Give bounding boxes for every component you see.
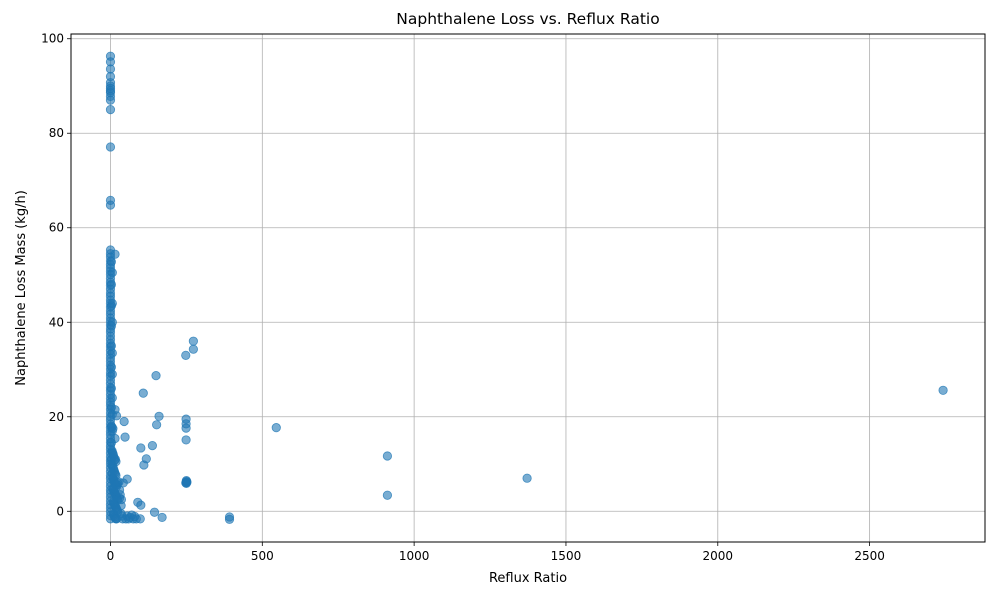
- y-axis-title: Naphthalene Loss Mass (kg/h): [14, 190, 29, 386]
- axis-ticks: 0 500 1000 1500 2000 2500 0 20 40 60 80 100: [41, 32, 885, 563]
- data-point: [108, 423, 118, 434]
- plot-frame: [70, 33, 986, 543]
- data-points: [105, 51, 948, 524]
- data-point: [141, 454, 151, 464]
- y-tick-label: 40: [49, 315, 64, 329]
- data-point: [107, 268, 117, 278]
- data-point: [151, 371, 161, 381]
- x-tick-label: 2000: [703, 549, 734, 563]
- data-point: [149, 507, 160, 517]
- data-point: [105, 95, 116, 105]
- data-point: [120, 432, 130, 442]
- chart-title: Naphthalene Loss vs. Reflux Ratio: [396, 10, 659, 28]
- data-point: [136, 500, 146, 510]
- data-point: [938, 385, 948, 395]
- data-point: [105, 200, 116, 210]
- data-point: [107, 298, 117, 308]
- data-point: [382, 490, 393, 500]
- data-point: [154, 411, 164, 421]
- data-point: [110, 249, 120, 259]
- y-tick-label: 60: [49, 221, 64, 235]
- x-tick-label: 1000: [399, 549, 430, 563]
- data-point: [110, 433, 120, 444]
- data-point: [224, 514, 235, 524]
- data-point: [188, 336, 198, 346]
- data-point: [152, 420, 162, 430]
- data-point: [105, 64, 116, 74]
- data-point: [157, 512, 167, 523]
- data-point: [111, 411, 122, 421]
- data-point: [106, 383, 116, 394]
- data-point: [106, 257, 116, 267]
- x-axis-title: Reflux Ratio: [489, 571, 567, 586]
- data-point: [105, 105, 116, 115]
- data-point: [181, 350, 191, 360]
- data-point: [138, 388, 148, 398]
- data-point: [135, 514, 145, 524]
- data-point: [116, 494, 127, 505]
- data-point: [382, 451, 393, 461]
- data-point: [122, 474, 132, 484]
- data-point: [147, 440, 157, 451]
- data-point: [181, 478, 191, 488]
- x-tick-label: 1500: [551, 549, 582, 563]
- data-point: [119, 416, 129, 427]
- data-point: [107, 393, 117, 403]
- data-point: [181, 423, 191, 433]
- x-tick-label: 0: [107, 549, 115, 563]
- data-point: [181, 435, 191, 445]
- data-point: [107, 348, 117, 358]
- data-point: [188, 344, 198, 354]
- data-point: [107, 317, 117, 327]
- x-tick-label: 2500: [854, 549, 885, 563]
- y-tick-label: 20: [49, 410, 64, 424]
- x-tick-label: 500: [251, 549, 274, 563]
- data-point: [107, 369, 117, 379]
- data-point: [522, 473, 532, 483]
- data-point: [106, 279, 116, 290]
- y-tick-label: 0: [56, 504, 64, 518]
- grid: [71, 34, 985, 542]
- data-point: [136, 443, 146, 453]
- y-tick-label: 100: [41, 32, 64, 46]
- data-point: [271, 423, 281, 433]
- y-tick-label: 80: [49, 126, 64, 140]
- data-point: [105, 142, 116, 152]
